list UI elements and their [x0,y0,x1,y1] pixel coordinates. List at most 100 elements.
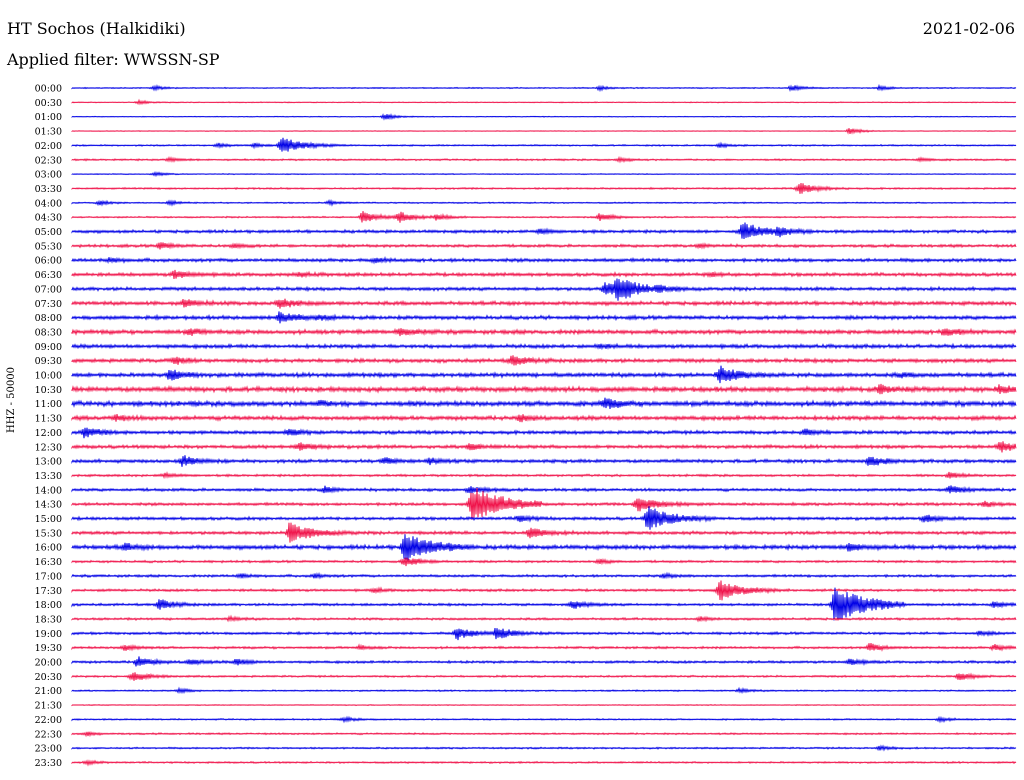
time-label-0600: 06:00 [35,256,62,267]
time-label-0830: 08:30 [35,327,62,338]
time-label-1730: 17:30 [35,586,62,597]
time-label-0700: 07:00 [35,284,62,295]
time-label-0200: 02:00 [35,141,62,152]
time-label-0430: 04:30 [35,213,62,224]
time-label-0230: 02:30 [35,155,62,166]
trace-0830 [71,327,1017,337]
time-label-0930: 09:30 [35,356,62,367]
time-label-1300: 13:00 [35,457,62,468]
time-label-1630: 16:30 [35,557,62,568]
trace-2300 [71,744,1017,752]
time-label-1400: 14:00 [35,485,62,496]
filter-label: Applied filter: WWSSN-SP [7,50,220,69]
trace-0500 [71,222,1017,240]
trace-1400 [71,485,1017,494]
trace-1130 [71,414,1017,423]
time-label-1430: 14:30 [35,500,62,511]
trace-1530 [71,522,1017,543]
time-label-2230: 22:30 [35,729,62,740]
time-label-2000: 20:00 [35,658,62,669]
time-label-2030: 20:30 [35,672,62,683]
time-label-2100: 21:00 [35,686,62,697]
trace-2230 [71,731,1017,738]
time-label-2330: 23:30 [35,758,62,769]
time-label-0730: 07:30 [35,299,62,310]
trace-2200 [71,715,1017,724]
trace-0630 [71,269,1017,279]
time-label-1530: 15:30 [35,528,62,539]
trace-0930 [71,355,1017,366]
seismic-traces [71,83,1017,767]
trace-1230 [71,441,1017,453]
time-label-0030: 00:30 [35,98,62,109]
trace-0100 [71,113,1017,121]
time-label-1030: 10:30 [35,385,62,396]
time-label-2200: 22:00 [35,715,62,726]
time-label-0400: 04:00 [35,198,62,209]
time-label-1900: 19:00 [35,629,62,640]
trace-1200 [71,427,1017,439]
trace-1300 [71,455,1017,467]
trace-2130 [71,703,1017,707]
trace-0530 [71,241,1017,250]
time-label-0630: 06:30 [35,270,62,281]
time-label-1100: 11:00 [35,399,62,410]
time-label-1200: 12:00 [35,428,62,439]
time-label-0530: 05:30 [35,241,62,252]
time-label-1930: 19:30 [35,643,62,654]
trace-2330 [71,759,1017,767]
time-label-2130: 21:30 [35,701,62,712]
trace-0300 [71,171,1017,178]
trace-0730 [71,298,1017,309]
time-label-1600: 16:00 [35,543,62,554]
date-label: 2021-02-06 [922,19,1015,38]
time-label-1000: 10:00 [35,371,62,382]
trace-1900 [71,627,1017,641]
time-label-0300: 03:00 [35,170,62,181]
trace-0000 [71,83,1017,93]
time-label-1830: 18:30 [35,614,62,625]
trace-1030 [71,383,1017,395]
trace-0130 [71,128,1017,135]
trace-1430 [71,487,1017,520]
station-title: HT Sochos (Halkidiki) [7,19,186,38]
trace-0700 [71,278,1017,301]
trace-0900 [71,342,1017,351]
trace-1630 [71,557,1017,567]
trace-0200 [71,137,1017,152]
time-label-1800: 18:00 [35,600,62,611]
trace-2100 [71,686,1017,695]
trace-1600 [71,534,1017,561]
time-label-0500: 05:00 [35,227,62,238]
trace-1930 [71,643,1017,652]
time-label-0100: 01:00 [35,112,62,123]
trace-1500 [71,506,1017,530]
time-label-0130: 01:30 [35,127,62,138]
trace-2030 [71,672,1017,681]
trace-2000 [71,656,1017,667]
time-label-1700: 17:00 [35,571,62,582]
time-label-0330: 03:30 [35,184,62,195]
trace-0230 [71,155,1017,164]
trace-1800 [71,587,1017,621]
trace-0330 [71,182,1017,194]
trace-0430 [71,211,1017,223]
time-label-0000: 00:00 [35,84,62,95]
time-label-0800: 08:00 [35,313,62,324]
trace-1000 [71,365,1017,384]
time-label-1330: 13:30 [35,471,62,482]
trace-1830 [71,614,1017,623]
trace-1730 [71,580,1017,601]
time-labels: 00:00 00:30 01:00 01:30 02:00 02:30 03:00 03:30… [35,84,62,769]
time-label-1130: 11:30 [35,414,62,425]
trace-1100 [71,397,1017,409]
time-label-1230: 12:30 [35,442,62,453]
time-label-1500: 15:00 [35,514,62,525]
trace-0400 [71,198,1017,207]
time-label-2300: 23:00 [35,744,62,755]
trace-0030 [71,98,1017,106]
trace-0600 [71,255,1017,265]
trace-0800 [71,311,1017,324]
time-label-0900: 09:00 [35,342,62,353]
